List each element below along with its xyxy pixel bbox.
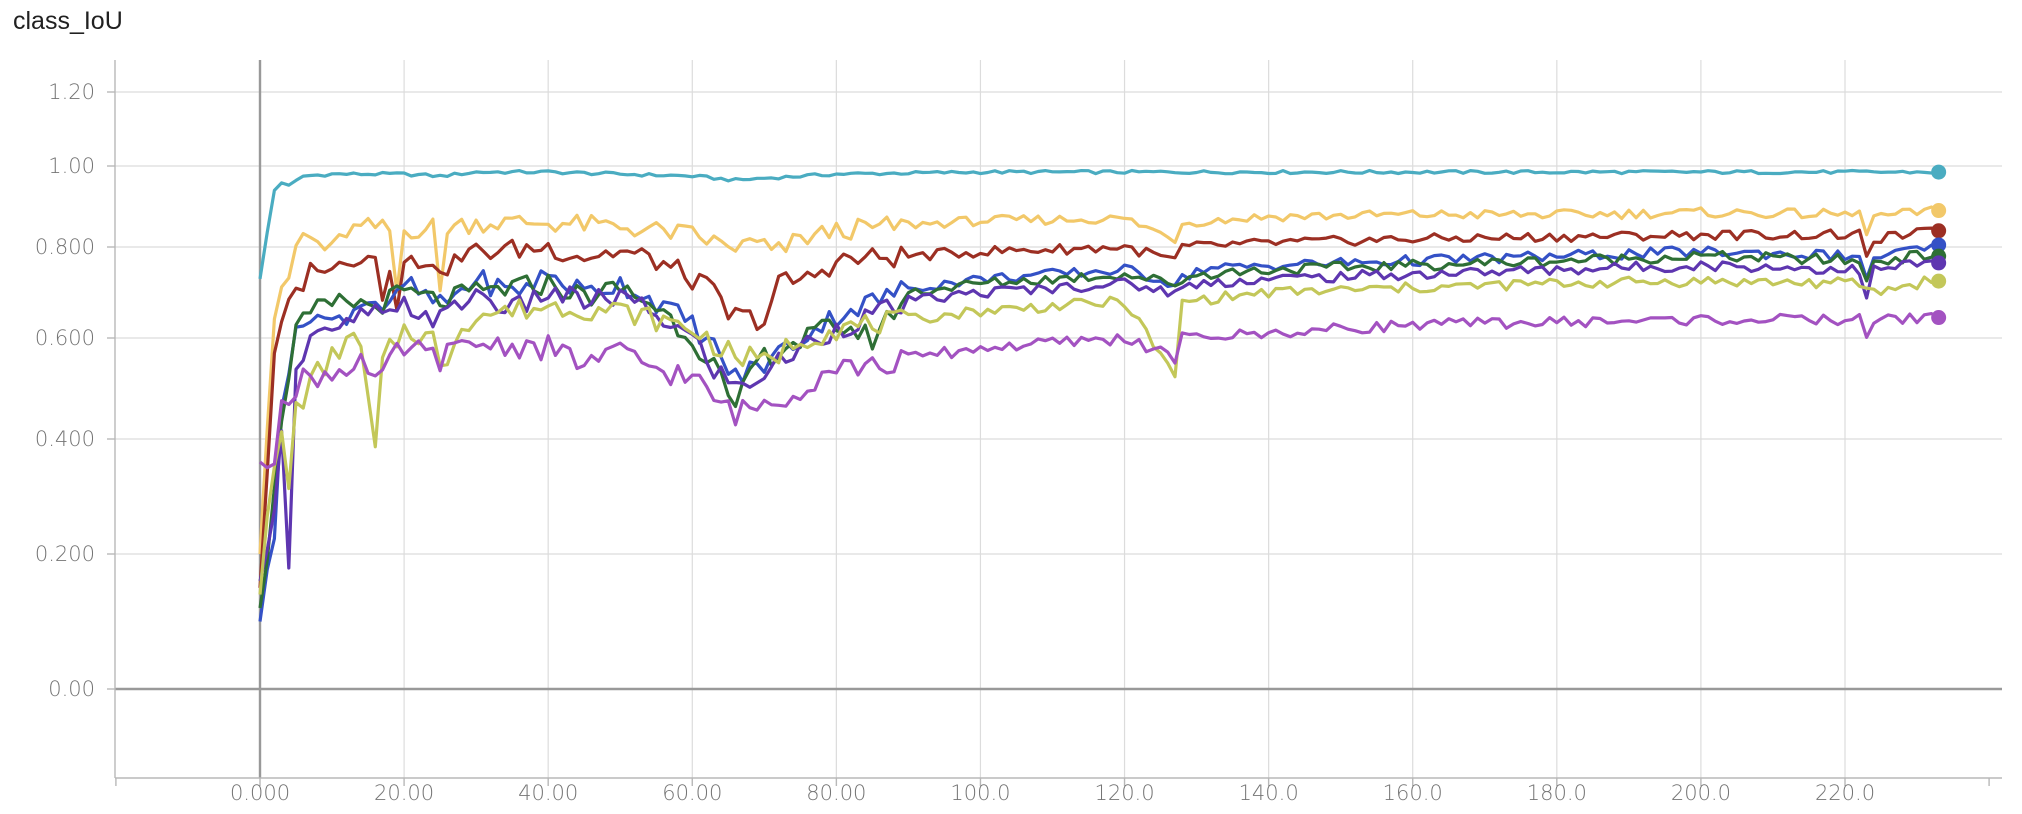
x-tick-label: 20.00 xyxy=(374,781,434,805)
y-tick-label: 0.800 xyxy=(35,235,95,259)
x-tick-label: 120.0 xyxy=(1094,781,1154,805)
x-tick-label: 160.0 xyxy=(1383,781,1443,805)
series-line xyxy=(258,259,1939,582)
y-tick-label: 1.00 xyxy=(48,154,95,178)
series-line xyxy=(258,226,1940,588)
x-tick-label: 80.00 xyxy=(806,781,866,805)
chart-title: class_IoU xyxy=(13,7,123,35)
series-line xyxy=(258,249,1940,609)
y-tick-label: 0.00 xyxy=(48,677,95,701)
x-tick-label: 180.0 xyxy=(1527,781,1587,805)
axes xyxy=(107,60,2002,786)
y-tick-label: 1.20 xyxy=(48,80,95,104)
x-tick-label: 0.000 xyxy=(230,781,290,805)
x-tick-label: 200.0 xyxy=(1671,781,1731,805)
series-line xyxy=(258,275,1940,595)
series-end-marker xyxy=(1931,273,1947,289)
grid-lines xyxy=(115,60,2002,778)
series-line xyxy=(258,168,1939,280)
series-line xyxy=(258,205,1940,555)
x-tick-label: 40.00 xyxy=(518,781,578,805)
series-end-marker xyxy=(1931,237,1947,253)
end-markers xyxy=(1931,164,1947,326)
series-end-marker xyxy=(1931,310,1947,326)
x-tick-label: 60.00 xyxy=(662,781,722,805)
y-tick-label: 0.200 xyxy=(35,542,95,566)
series-end-marker xyxy=(1931,255,1947,271)
x-tick-label: 140.0 xyxy=(1239,781,1299,805)
x-tick-label: 220.0 xyxy=(1815,781,1875,805)
series-end-marker xyxy=(1931,203,1947,219)
x-tick-label: 100.0 xyxy=(950,781,1010,805)
y-tick-label: 0.600 xyxy=(35,326,95,350)
tick-labels: 0.000 20.00 40.00 60.00 80.00 100.0 120.0 140.0… xyxy=(35,80,1875,805)
y-tick-label: 0.400 xyxy=(35,427,95,451)
series-line xyxy=(258,243,1940,622)
series-group xyxy=(258,168,1940,622)
series-end-marker xyxy=(1931,164,1947,180)
series-end-marker xyxy=(1931,223,1947,239)
series-line xyxy=(259,312,1940,470)
